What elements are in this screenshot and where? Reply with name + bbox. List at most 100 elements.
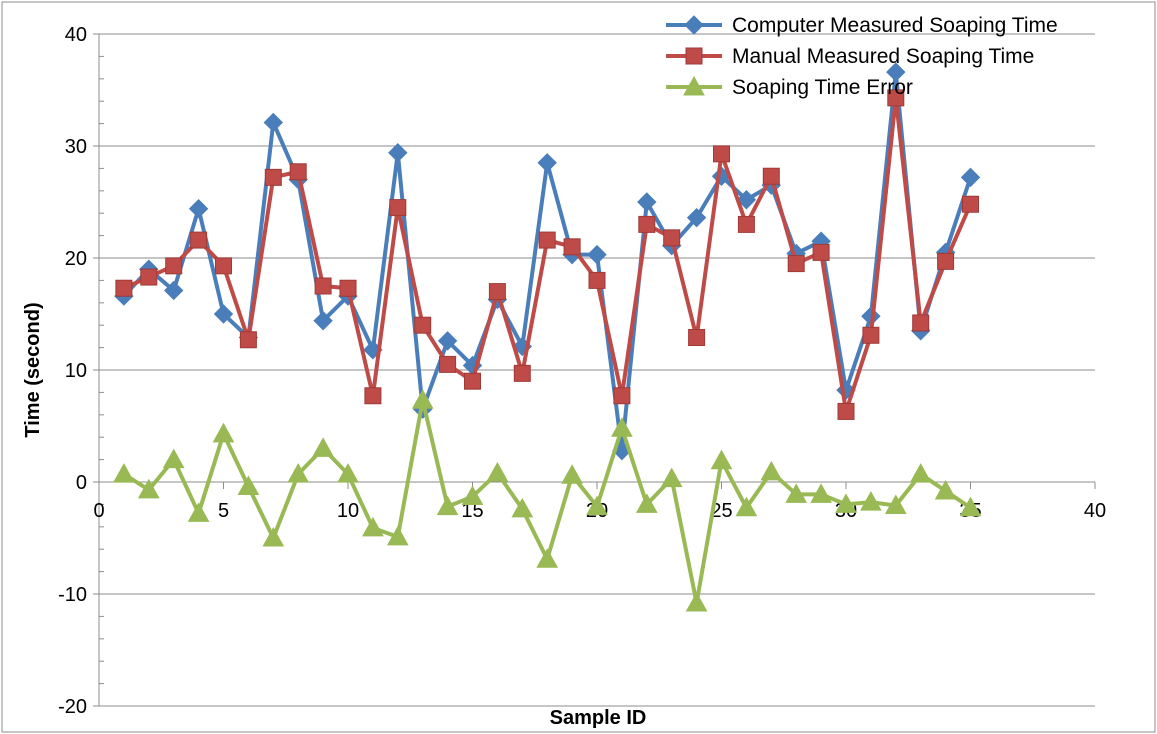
data-point bbox=[837, 402, 855, 420]
data-point bbox=[537, 153, 557, 173]
gridlines bbox=[99, 33, 1095, 707]
data-point bbox=[187, 502, 210, 522]
data-point bbox=[212, 422, 235, 443]
data-point bbox=[287, 463, 310, 483]
data-point bbox=[887, 89, 905, 107]
data-point bbox=[660, 467, 683, 488]
data-point bbox=[737, 215, 755, 233]
x-tick-labels: 0510152025303540 bbox=[93, 500, 1106, 522]
data-point bbox=[362, 516, 384, 537]
data-point bbox=[912, 314, 930, 332]
series-2 bbox=[115, 89, 979, 420]
data-point bbox=[237, 475, 260, 495]
data-point bbox=[586, 495, 608, 516]
y-tick-label: 10 bbox=[65, 360, 87, 382]
data-point bbox=[736, 190, 757, 210]
data-point bbox=[760, 460, 783, 481]
data-point bbox=[787, 255, 805, 273]
data-point bbox=[312, 437, 334, 457]
data-point bbox=[337, 463, 359, 483]
data-point bbox=[536, 548, 559, 568]
x-tick-label: 10 bbox=[337, 500, 359, 522]
data-point bbox=[713, 145, 730, 163]
data-point bbox=[188, 199, 209, 219]
data-point bbox=[190, 231, 208, 249]
data-point bbox=[162, 448, 185, 469]
y-tick-label: -20 bbox=[58, 696, 87, 718]
series-group bbox=[113, 62, 982, 612]
legend-marker bbox=[685, 47, 703, 65]
x-tick-label: 15 bbox=[461, 500, 483, 522]
data-point bbox=[959, 496, 982, 517]
y-tick-labels: -20 -10 0 10 20 30 40 bbox=[58, 24, 87, 718]
data-point bbox=[538, 231, 556, 249]
data-point bbox=[785, 483, 808, 503]
legend: Computer Measured Soaping Time Manual Mea… bbox=[666, 14, 1058, 99]
x-tick-label: 25 bbox=[710, 500, 732, 522]
data-point bbox=[638, 215, 656, 233]
series-3 bbox=[113, 389, 982, 612]
data-point bbox=[613, 387, 631, 405]
data-point bbox=[762, 167, 780, 185]
x-tick-label: 40 bbox=[1084, 500, 1106, 522]
y-tick-label: 40 bbox=[65, 24, 87, 46]
legend-item: Soaping Time Error bbox=[666, 75, 913, 99]
data-point bbox=[735, 496, 758, 517]
data-point bbox=[561, 464, 583, 484]
data-point bbox=[685, 591, 708, 612]
data-point bbox=[860, 491, 882, 511]
data-point bbox=[488, 283, 506, 301]
y-tick-label: 30 bbox=[65, 136, 87, 158]
y-tick-label: -10 bbox=[58, 584, 87, 606]
data-point bbox=[710, 449, 733, 470]
data-point bbox=[635, 493, 658, 513]
data-point bbox=[588, 271, 606, 289]
data-point bbox=[810, 483, 832, 503]
data-point bbox=[835, 493, 857, 513]
data-point bbox=[513, 364, 531, 382]
x-tick-label: 0 bbox=[93, 500, 104, 522]
legend-label: Soaping Time Error bbox=[732, 76, 913, 99]
data-point bbox=[937, 252, 955, 270]
data-point bbox=[314, 277, 332, 295]
legend-marker bbox=[683, 75, 705, 96]
y-tick-label: 20 bbox=[65, 248, 87, 270]
data-point bbox=[812, 243, 830, 261]
data-point bbox=[862, 326, 880, 344]
data-point bbox=[886, 62, 906, 82]
data-point bbox=[364, 387, 382, 405]
data-point bbox=[461, 485, 484, 506]
data-point bbox=[137, 478, 160, 499]
data-point bbox=[511, 497, 534, 518]
data-point bbox=[663, 229, 681, 247]
data-point bbox=[686, 207, 707, 228]
data-point bbox=[411, 389, 434, 409]
data-point bbox=[389, 199, 407, 217]
data-point bbox=[439, 355, 457, 373]
data-point bbox=[163, 280, 184, 301]
data-point bbox=[313, 311, 333, 331]
data-point bbox=[388, 143, 408, 163]
data-point bbox=[113, 463, 135, 483]
legend-item: Manual Measured Soaping Time bbox=[666, 45, 1034, 68]
data-point bbox=[386, 525, 409, 546]
data-point bbox=[563, 238, 581, 256]
data-point bbox=[263, 112, 284, 133]
data-point bbox=[414, 316, 432, 334]
data-point bbox=[934, 479, 957, 500]
data-point bbox=[264, 168, 282, 186]
data-point bbox=[140, 268, 158, 286]
data-point bbox=[262, 526, 285, 547]
data-point bbox=[960, 167, 981, 188]
x-axis-title: Sample ID bbox=[550, 707, 647, 729]
data-point bbox=[215, 257, 232, 275]
data-point bbox=[437, 331, 458, 351]
data-point bbox=[962, 195, 979, 213]
data-point bbox=[339, 279, 357, 297]
x-tick-label: 5 bbox=[218, 500, 229, 522]
data-point bbox=[611, 417, 633, 437]
data-point bbox=[464, 372, 481, 390]
legend-label: Manual Measured Soaping Time bbox=[732, 45, 1034, 68]
